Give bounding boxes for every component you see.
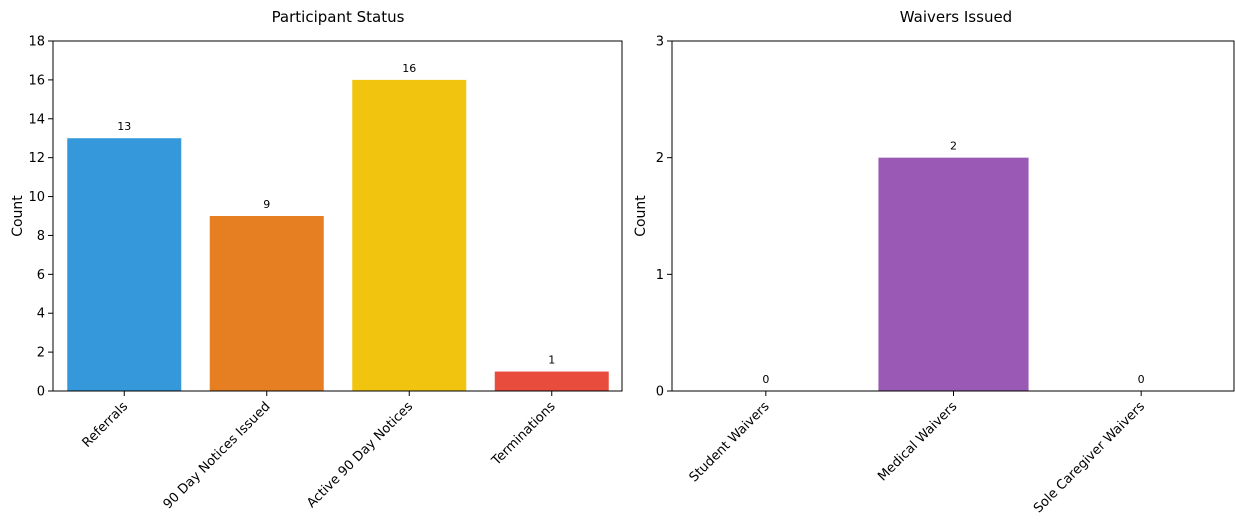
waivers-issued-title: Waivers Issued — [900, 8, 1012, 26]
waivers-issued-plot-frame — [671, 40, 1235, 392]
participant-status-value-label-90-day-notices-issued: 9 — [263, 198, 270, 211]
waivers-issued-x-tick-label-medical-waivers: Medical Waivers — [875, 399, 960, 484]
waivers-issued-value-label-medical-waivers: 2 — [950, 140, 957, 153]
participant-status-x-tick-label-90-day-notices-issued: 90 Day Notices Issued — [161, 399, 274, 512]
participant-status-bar-referrals — [67, 138, 182, 391]
participant-status-bar-90-day-notices-issued — [209, 216, 324, 391]
participant-status-y-tick-label: 4 — [37, 307, 45, 322]
participant-status-bar-active-90-day-notices — [352, 79, 467, 391]
participant-status-ylabel: Count — [10, 195, 26, 237]
participant-status-value-label-terminations: 1 — [548, 354, 555, 367]
waivers-issued-value-label-student-waivers: 0 — [762, 373, 769, 386]
waivers-issued-y-tick-label: 0 — [656, 385, 664, 400]
participant-status-y-tick-label: 14 — [28, 112, 45, 127]
participant-status-x-tick-label-terminations: Terminations — [489, 399, 559, 469]
participant-status-bar-terminations — [494, 371, 609, 391]
waivers-issued-value-label-sole-caregiver-waivers: 0 — [1138, 373, 1145, 386]
participant-status-x-tick-label-active-90-day-notices: Active 90 Day Notices — [304, 399, 416, 511]
participant-status-y-tick-label: 8 — [37, 229, 45, 244]
participant-status-y-tick-label: 0 — [37, 385, 45, 400]
participant-status-y-tick-label: 12 — [28, 151, 45, 166]
waivers-issued-bar-medical-waivers — [878, 157, 1029, 391]
waivers-issued-y-tick-label: 3 — [656, 35, 664, 50]
participant-status-y-tick-label: 18 — [28, 35, 45, 50]
waivers-issued-x-tick-label-student-waivers: Student Waivers — [687, 399, 773, 485]
waivers-issued-ylabel: Count — [633, 195, 649, 237]
participant-status-chart: Participant Status Count 13 Referrals 9 90 … — [10, 8, 623, 512]
participant-status-plot-frame — [52, 40, 623, 392]
waivers-issued-x-tick-label-sole-caregiver-waivers: Sole Caregiver Waivers — [1031, 399, 1148, 516]
participant-status-value-label-referrals: 13 — [117, 120, 131, 133]
waivers-issued-chart: Waivers Issued Count 0 Student Waivers 2 Me… — [633, 8, 1235, 516]
participant-status-y-tick-label: 10 — [28, 190, 45, 205]
participant-status-y-tick-label: 2 — [37, 346, 45, 361]
participant-status-x-tick-label-referrals: Referrals — [80, 399, 132, 451]
participant-status-value-label-active-90-day-notices: 16 — [402, 62, 416, 75]
participant-status-y-tick-label: 16 — [28, 73, 45, 88]
participant-status-y-tick-label: 6 — [37, 268, 45, 283]
waivers-issued-y-tick-label: 2 — [656, 151, 664, 166]
participant-status-title: Participant Status — [272, 8, 405, 26]
waivers-issued-y-tick-label: 1 — [656, 268, 664, 283]
